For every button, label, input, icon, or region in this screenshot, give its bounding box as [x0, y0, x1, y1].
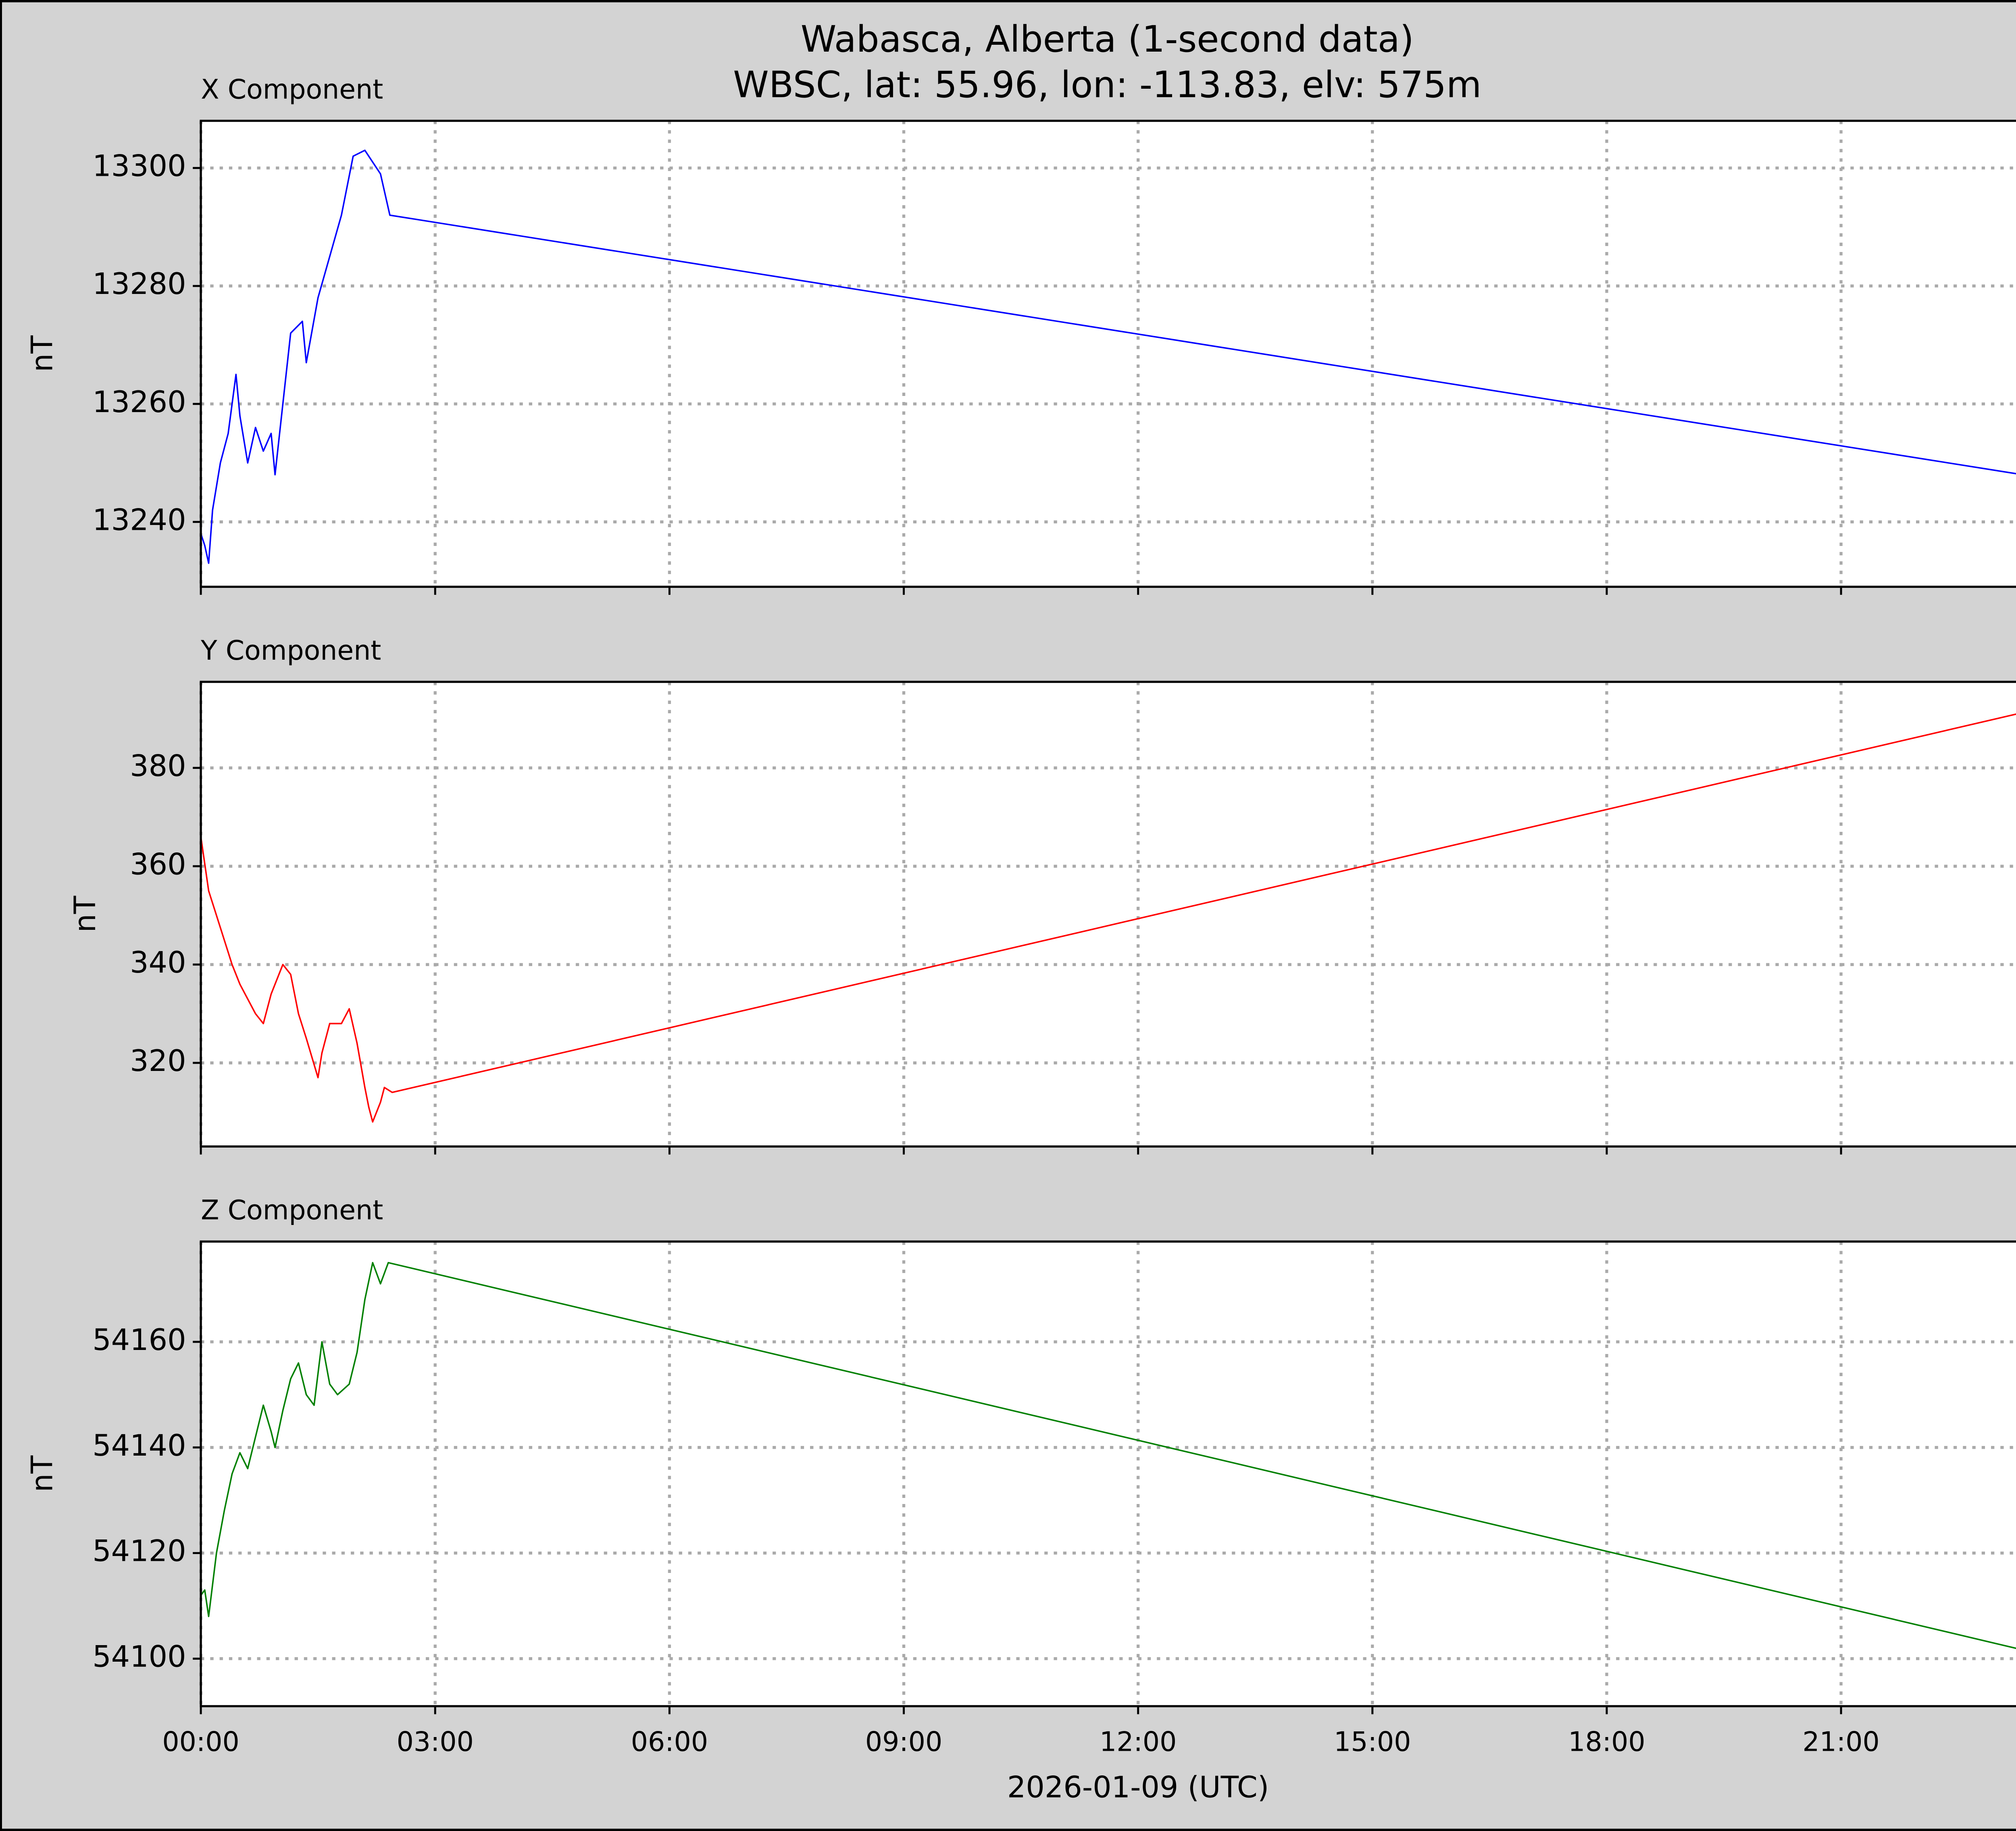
x-tick-label: 09:00: [865, 1726, 942, 1757]
y-axis-label: nT: [25, 335, 60, 372]
series-group: [201, 1262, 2016, 1649]
plot-frame: [200, 681, 2016, 1148]
x-tick-label: 06:00: [631, 1726, 708, 1757]
x-axis-label: 2026-01-09 (UTC): [1007, 1770, 1269, 1804]
x-tick-label: 15:00: [1334, 1726, 1411, 1757]
data-line: [201, 149, 2016, 564]
x-tick-label: 12:00: [1100, 1726, 1177, 1757]
panel-title: X Component: [201, 74, 383, 105]
y-axis-label: nT: [25, 1455, 60, 1492]
series-group: [201, 149, 2016, 564]
y-tick-label: 13240: [92, 503, 186, 537]
y-tick-label: 54160: [92, 1323, 186, 1357]
plot-area: [201, 121, 2016, 587]
x-tick-label: 18:00: [1568, 1726, 1645, 1757]
y-tick-label: 54140: [92, 1429, 186, 1463]
y-axis-label: nT: [68, 896, 102, 932]
figure-subtitle: WBSC, lat: 55.96, lon: -113.83, elv: 575…: [733, 64, 1481, 106]
y-tick-label: 13300: [92, 149, 186, 183]
y-tick-label: 340: [130, 946, 186, 980]
plot-area: [201, 682, 2016, 1147]
x-tick-label: 03:00: [397, 1726, 474, 1757]
panel-title: Y Component: [200, 635, 381, 666]
y-tick-label: 54100: [92, 1640, 186, 1674]
y-tick-label: 380: [130, 749, 186, 783]
data-line: [201, 713, 2016, 1123]
plot-frame: [200, 119, 2016, 588]
plot-frame: [200, 1240, 2016, 1708]
panel-title: Z Component: [201, 1194, 383, 1226]
y-tick-label: 54120: [92, 1534, 186, 1569]
y-tick-label: 13260: [92, 385, 186, 419]
x-tick-label: 00:00: [162, 1726, 239, 1757]
y-tick-label: 13280: [92, 267, 186, 301]
x-tick-label: 21:00: [1802, 1726, 1879, 1757]
series-group: [201, 713, 2016, 1123]
plot-area: [201, 1241, 2016, 1706]
figure-title: Wabasca, Alberta (1-second data): [801, 19, 1414, 60]
y-tick-label: 360: [130, 847, 186, 881]
y-tick-label: 320: [130, 1044, 186, 1078]
data-line: [201, 1262, 2016, 1649]
